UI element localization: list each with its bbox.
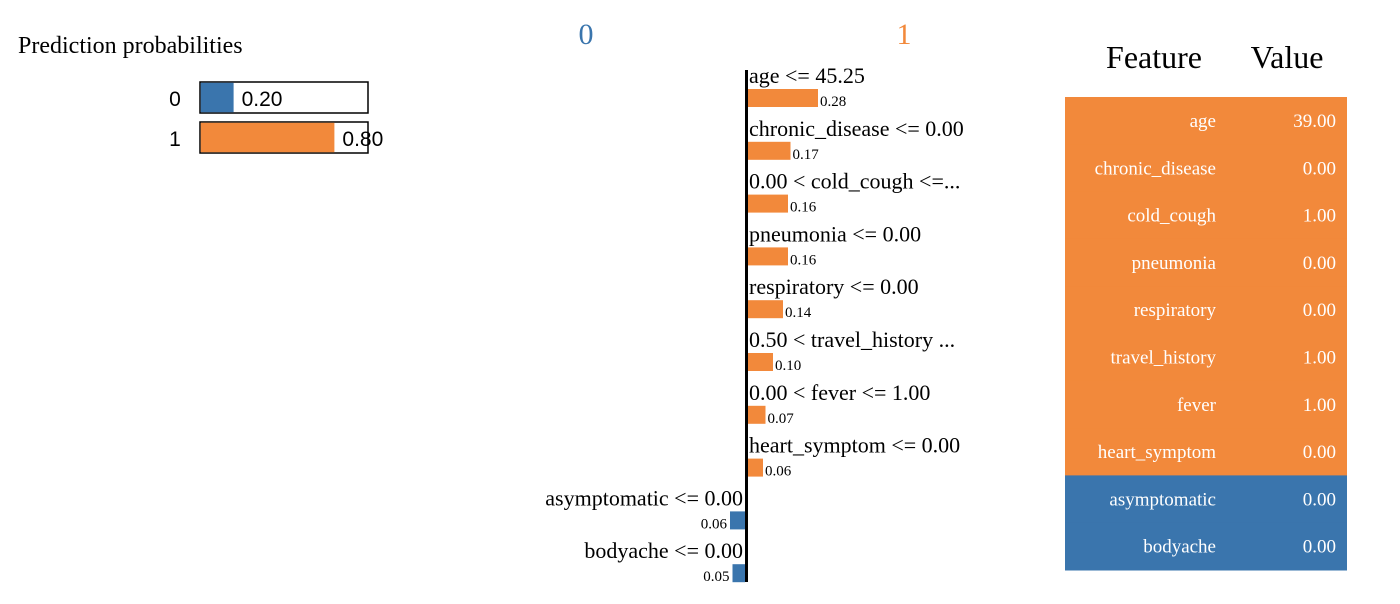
table-cell-value: 1.00 bbox=[1303, 206, 1336, 227]
table-row-background bbox=[1065, 144, 1347, 193]
probability-bar-fill bbox=[200, 122, 335, 153]
table-cell-feature: pneumonia bbox=[1132, 253, 1217, 274]
table-row-background bbox=[1065, 475, 1347, 524]
table-cell-feature: heart_symptom bbox=[1098, 442, 1216, 463]
table-cell-feature: fever bbox=[1177, 395, 1217, 416]
feature-contribution-row: 0.00 < fever <= 1.00 0.07 bbox=[748, 380, 930, 427]
table-cell-feature: respiratory bbox=[1134, 300, 1217, 321]
table-row-background bbox=[1065, 333, 1347, 382]
table-cell-feature: asymptomatic bbox=[1109, 489, 1216, 510]
feature-condition-label: 0.00 < fever <= 1.00 bbox=[749, 380, 930, 405]
table-row: heart_symptom 0.00 bbox=[1065, 428, 1347, 476]
table-cell-value: 0.00 bbox=[1303, 442, 1336, 463]
contribution-bar bbox=[748, 141, 791, 160]
feature-condition-label: 0.00 < cold_cough <=... bbox=[749, 169, 960, 194]
table-row-background bbox=[1065, 191, 1347, 240]
feature-contributions: age <= 45.25 0.28 chronic_disease <= 0.00 0… bbox=[545, 63, 964, 585]
contribution-bar bbox=[732, 564, 745, 583]
feature-condition-label: age <= 45.25 bbox=[749, 63, 865, 88]
contribution-bar bbox=[748, 300, 783, 319]
table-cell-feature: bodyache bbox=[1143, 537, 1216, 558]
table-header-feature: Feature bbox=[1106, 39, 1202, 75]
table-cell-feature: cold_cough bbox=[1127, 206, 1216, 227]
feature-contribution-row: respiratory <= 0.00 0.14 bbox=[748, 274, 919, 321]
feature-condition-label: pneumonia <= 0.00 bbox=[749, 221, 921, 246]
table-row-background bbox=[1065, 380, 1347, 429]
table-row-background bbox=[1065, 522, 1347, 571]
table-row-background bbox=[1065, 286, 1347, 334]
feature-contribution-row: pneumonia <= 0.00 0.16 bbox=[748, 221, 921, 268]
probability-class-label: 0 bbox=[169, 88, 181, 111]
feature-contribution-row: bodyache <= 0.00 0.05 bbox=[584, 538, 745, 585]
contribution-value-label: 0.06 bbox=[701, 516, 728, 532]
probabilities-title: Prediction probabilities bbox=[18, 33, 243, 59]
table-row: chronic_disease 0.00 bbox=[1065, 144, 1347, 193]
table-cell-feature: travel_history bbox=[1110, 348, 1216, 369]
probability-value-label: 0.20 bbox=[242, 88, 283, 111]
table-row-background bbox=[1065, 238, 1347, 287]
class-1-header: 1 bbox=[897, 18, 912, 51]
contribution-value-label: 0.14 bbox=[785, 305, 812, 321]
feature-contribution-row: 0.00 < cold_cough <=... 0.16 bbox=[748, 169, 960, 216]
contribution-bar bbox=[748, 353, 773, 371]
feature-contribution-row: age <= 45.25 0.28 bbox=[748, 63, 865, 110]
table-cell-value: 1.00 bbox=[1303, 348, 1336, 369]
feature-condition-label: heart_symptom <= 0.00 bbox=[749, 433, 960, 458]
table-cell-value: 0.00 bbox=[1303, 489, 1336, 510]
feature-condition-label: bodyache <= 0.00 bbox=[584, 538, 743, 563]
table-row: cold_cough 1.00 bbox=[1065, 191, 1347, 240]
contribution-value-label: 0.16 bbox=[790, 200, 817, 216]
contribution-bar bbox=[748, 405, 766, 424]
contribution-value-label: 0.28 bbox=[820, 94, 846, 110]
probability-row-0: 0 0.20 bbox=[169, 81, 369, 114]
table-cell-value: 1.00 bbox=[1303, 395, 1336, 416]
class-0-header: 0 bbox=[579, 18, 594, 51]
contribution-bar bbox=[748, 247, 788, 266]
table-body: age 39.00 chronic_disease 0.00 cold_cough 1.0… bbox=[1065, 97, 1347, 571]
table-cell-value: 0.00 bbox=[1303, 300, 1336, 321]
table-row-background bbox=[1065, 428, 1347, 476]
contribution-value-label: 0.17 bbox=[793, 147, 820, 163]
table-cell-value: 39.00 bbox=[1293, 111, 1336, 132]
feature-condition-label: respiratory <= 0.00 bbox=[749, 274, 919, 299]
probability-bars: 0 0.201 0.80 bbox=[169, 81, 383, 154]
table-header-value: Value bbox=[1251, 39, 1324, 75]
table-row-background bbox=[1065, 97, 1347, 145]
feature-contribution-row: asymptomatic <= 0.00 0.06 bbox=[545, 485, 745, 532]
prediction-probabilities-panel: Prediction probabilities 0 0.201 0.80 bbox=[18, 33, 383, 154]
table-row: asymptomatic 0.00 bbox=[1065, 475, 1347, 524]
contribution-bar bbox=[748, 89, 818, 107]
table-row: fever 1.00 bbox=[1065, 380, 1347, 429]
table-row: pneumonia 0.00 bbox=[1065, 238, 1347, 287]
table-row: respiratory 0.00 bbox=[1065, 286, 1347, 334]
contribution-value-label: 0.07 bbox=[768, 411, 795, 427]
contribution-value-label: 0.06 bbox=[765, 464, 792, 480]
probability-class-label: 1 bbox=[169, 128, 181, 151]
table-row: travel_history 1.00 bbox=[1065, 333, 1347, 382]
contribution-bar bbox=[730, 511, 745, 530]
table-cell-value: 0.00 bbox=[1303, 158, 1336, 179]
feature-contribution-row: 0.50 < travel_history ... 0.10 bbox=[748, 327, 955, 374]
table-cell-value: 0.00 bbox=[1303, 253, 1336, 274]
feature-contribution-row: chronic_disease <= 0.00 0.17 bbox=[748, 116, 964, 163]
contribution-value-label: 0.10 bbox=[775, 358, 801, 374]
probability-row-1: 1 0.80 bbox=[169, 121, 383, 154]
table-row: age 39.00 bbox=[1065, 97, 1347, 145]
feature-condition-label: 0.50 < travel_history ... bbox=[749, 327, 955, 352]
table-cell-value: 0.00 bbox=[1303, 537, 1336, 558]
feature-contribution-row: heart_symptom <= 0.00 0.06 bbox=[748, 433, 960, 480]
contribution-bar bbox=[748, 194, 788, 213]
table-cell-feature: chronic_disease bbox=[1095, 158, 1216, 179]
contribution-value-label: 0.05 bbox=[703, 569, 729, 585]
probability-bar-fill bbox=[200, 82, 234, 113]
table-cell-feature: age bbox=[1190, 111, 1216, 132]
probability-value-label: 0.80 bbox=[342, 128, 383, 151]
contribution-bar bbox=[748, 458, 763, 477]
feature-condition-label: chronic_disease <= 0.00 bbox=[749, 116, 964, 141]
feature-value-table: Feature Value age 39.00 chronic_disease 0.0… bbox=[1065, 39, 1347, 571]
table-row: bodyache 0.00 bbox=[1065, 522, 1347, 571]
contribution-value-label: 0.16 bbox=[790, 252, 817, 268]
feature-condition-label: asymptomatic <= 0.00 bbox=[545, 485, 743, 510]
